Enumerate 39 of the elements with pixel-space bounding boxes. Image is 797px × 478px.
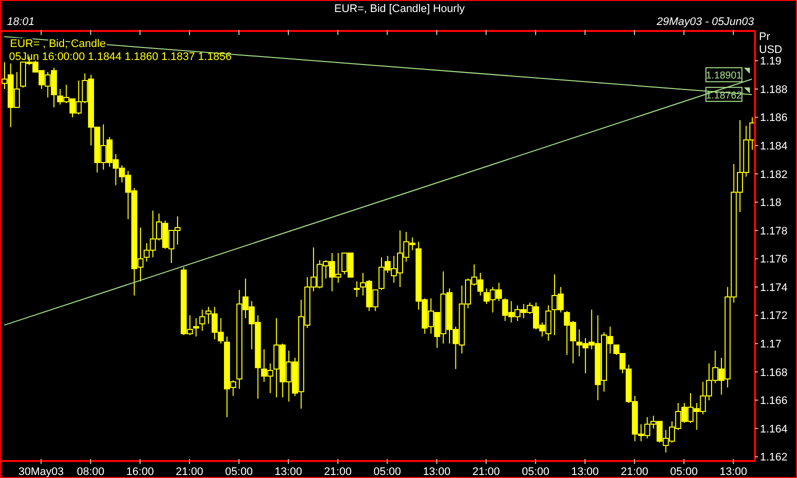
x-tick-label: 13:00 [274,466,302,478]
y-tick-label: 1.19 [760,56,782,68]
y-tick-label: 1.17 [760,338,782,351]
y-tick-label: 1.188 [760,84,788,96]
annotation: 05Jun 16:00:00 1.1844 1.1860 1.1837 1.1856 [9,51,232,63]
y-tick-label: 1.176 [760,254,788,266]
x-tick-label: 05:00 [225,466,253,478]
y-tick-label: 1.162 [760,452,788,464]
text: 18:01 [7,16,35,29]
y-axis-title: Pr USD [759,31,782,56]
y-tick-label: 1.172 [760,310,788,322]
x-tick-label: 16:00 [126,466,154,478]
y-tick-label: 1.186 [760,112,788,124]
x-tick-label: 21:00 [176,466,204,478]
candlestick [199,309,206,332]
x-tick-label: 08:00 [76,466,104,478]
candlestick [354,280,360,298]
x-tick-label: 05:00 [670,466,698,478]
y-tick-label: 1.18 [760,197,782,210]
chart-title: EUR=, Bid [Candle] Hourly [333,3,466,16]
y-tick-label: 1.166 [760,395,788,408]
x-tick-label: 13:00 [720,466,748,478]
x-tick-label: 21:00 [324,466,352,478]
candlestick [193,318,200,338]
y-tick-label: 1.164 [760,423,788,436]
x-tick-label: 21:00 [472,466,500,478]
y-tick-label: 1.168 [760,366,788,379]
y-tick-label: 1.178 [760,225,788,238]
x-tick-label: 05:00 [374,466,402,478]
text: 29May03 - 05Jun03 [656,16,754,29]
x-tick-label: 21:00 [620,466,648,478]
x-tick-label: 30May03 [18,466,64,478]
y-tick-label: 1.184 [760,140,788,152]
y-tick-label: 1.182 [760,168,788,181]
annotation: 1.18901 [706,70,742,82]
y-tick-label: 1.174 [760,282,788,294]
x-tick-label: 13:00 [571,466,599,478]
x-tick-label: 13:00 [422,466,450,478]
x-tick-label: 05:00 [522,466,550,478]
